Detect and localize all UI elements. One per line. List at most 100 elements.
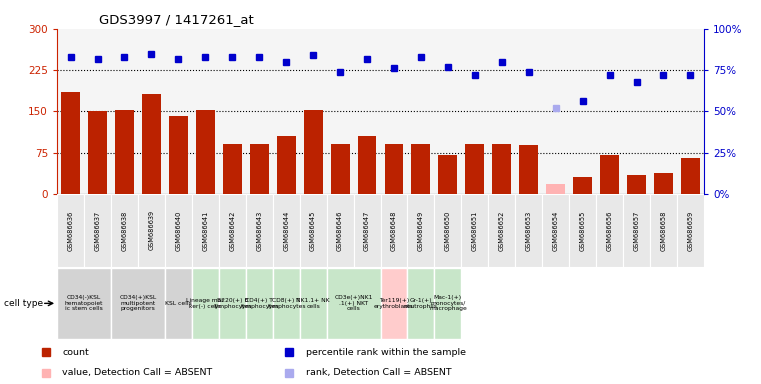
Text: CD3e(+)NK1
.1(+) NKT
cells: CD3e(+)NK1 .1(+) NKT cells	[334, 295, 373, 311]
Bar	[272, 268, 300, 339]
Text: GSM686642: GSM686642	[229, 210, 235, 251]
Text: GSM686657: GSM686657	[634, 210, 639, 251]
Bar	[250, 144, 269, 194]
Bar	[596, 194, 623, 267]
Bar	[515, 194, 543, 267]
Text: GSM686649: GSM686649	[418, 210, 424, 250]
Bar	[115, 110, 134, 194]
Bar	[272, 194, 300, 267]
Bar	[358, 136, 377, 194]
Text: NK1.1+ NK
cells: NK1.1+ NK cells	[296, 298, 330, 309]
Bar	[246, 194, 272, 267]
Bar	[380, 268, 407, 339]
Text: GSM686648: GSM686648	[391, 210, 397, 251]
Bar	[326, 268, 380, 339]
Bar	[165, 194, 192, 267]
Bar	[196, 110, 215, 194]
Bar	[111, 194, 138, 267]
Text: GSM686653: GSM686653	[526, 210, 532, 250]
Text: GSM686643: GSM686643	[256, 210, 263, 250]
Bar	[600, 156, 619, 194]
Text: Lineage mar
ker(-) cells: Lineage mar ker(-) cells	[186, 298, 224, 309]
Bar	[435, 268, 461, 339]
Text: CD8(+) T
lymphocytes: CD8(+) T lymphocytes	[267, 298, 305, 309]
Text: GSM686650: GSM686650	[445, 210, 451, 251]
Text: count: count	[62, 348, 89, 357]
Text: GSM686647: GSM686647	[364, 210, 370, 251]
Bar	[192, 268, 219, 339]
Text: GSM686652: GSM686652	[498, 210, 505, 251]
Text: GSM686638: GSM686638	[122, 210, 127, 250]
Bar	[569, 194, 596, 267]
Bar	[223, 144, 242, 194]
Bar	[407, 268, 435, 339]
Text: GSM686659: GSM686659	[687, 210, 693, 250]
Text: GSM686636: GSM686636	[68, 210, 74, 250]
Text: B220(+) B
lymphocytes: B220(+) B lymphocytes	[213, 298, 252, 309]
Text: cell type: cell type	[4, 299, 43, 308]
Text: CD34(-)KSL
hematopoiet
ic stem cells: CD34(-)KSL hematopoiet ic stem cells	[65, 295, 103, 311]
Bar	[412, 144, 431, 194]
Text: GSM686637: GSM686637	[94, 210, 100, 250]
Text: GSM686645: GSM686645	[310, 210, 316, 251]
Text: GSM686654: GSM686654	[552, 210, 559, 251]
Text: rank, Detection Call = ABSENT: rank, Detection Call = ABSENT	[306, 369, 451, 377]
Bar	[435, 194, 461, 267]
Bar	[111, 268, 165, 339]
Bar	[304, 110, 323, 194]
Bar	[326, 194, 354, 267]
Bar	[246, 268, 272, 339]
Bar	[407, 194, 435, 267]
Text: GSM686646: GSM686646	[337, 210, 343, 251]
Bar	[380, 194, 407, 267]
Text: GSM686658: GSM686658	[661, 210, 667, 251]
Bar	[84, 194, 111, 267]
Bar	[627, 175, 646, 194]
Bar	[300, 268, 326, 339]
Text: GSM686644: GSM686644	[283, 210, 289, 251]
Bar	[219, 268, 246, 339]
Bar	[546, 184, 565, 194]
Bar	[654, 173, 673, 194]
Bar	[138, 194, 165, 267]
Text: KSL cells: KSL cells	[165, 301, 192, 306]
Text: GSM686656: GSM686656	[607, 210, 613, 251]
Bar	[192, 194, 219, 267]
Bar	[169, 116, 188, 194]
Bar	[466, 144, 484, 194]
Text: percentile rank within the sample: percentile rank within the sample	[306, 348, 466, 357]
Text: value, Detection Call = ABSENT: value, Detection Call = ABSENT	[62, 369, 212, 377]
Text: Gr-1(+)
neutrophils: Gr-1(+) neutrophils	[404, 298, 438, 309]
Bar	[438, 156, 457, 194]
Bar	[219, 194, 246, 267]
Text: CD4(+) T
lymphocytes: CD4(+) T lymphocytes	[240, 298, 279, 309]
Bar	[677, 194, 704, 267]
Bar	[573, 177, 592, 194]
Text: GSM686655: GSM686655	[580, 210, 586, 251]
Bar	[492, 144, 511, 194]
Text: GSM686641: GSM686641	[202, 210, 209, 250]
Bar	[354, 194, 380, 267]
Bar	[142, 94, 161, 194]
Text: Mac-1(+)
monocytes/
macrophage: Mac-1(+) monocytes/ macrophage	[429, 295, 466, 311]
Text: GSM686651: GSM686651	[472, 210, 478, 250]
Bar	[57, 268, 111, 339]
Bar	[489, 194, 515, 267]
Bar	[623, 194, 650, 267]
Text: GSM686640: GSM686640	[175, 210, 181, 251]
Text: CD34(+)KSL
multipotent
progenitors: CD34(+)KSL multipotent progenitors	[119, 295, 157, 311]
Bar	[461, 194, 489, 267]
Bar	[681, 158, 700, 194]
Bar	[300, 194, 326, 267]
Bar	[88, 111, 107, 194]
Bar	[384, 144, 403, 194]
Bar	[57, 194, 84, 267]
Text: GSM686639: GSM686639	[148, 210, 154, 250]
Bar	[650, 194, 677, 267]
Bar	[519, 146, 538, 194]
Text: GDS3997 / 1417261_at: GDS3997 / 1417261_at	[99, 13, 253, 26]
Bar	[277, 136, 295, 194]
Bar	[330, 144, 349, 194]
Bar	[165, 268, 192, 339]
Text: Ter119(+)
erythroblasts: Ter119(+) erythroblasts	[374, 298, 414, 309]
